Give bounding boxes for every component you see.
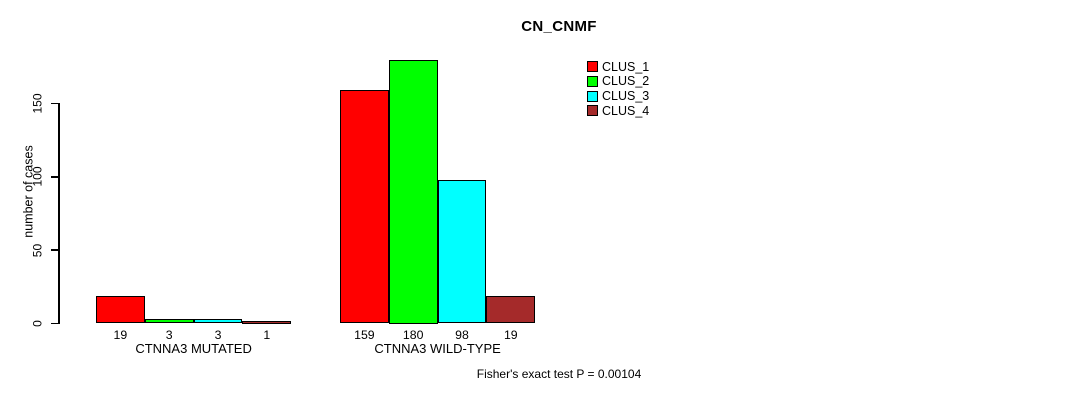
bar-value-label: 180 bbox=[402, 327, 424, 342]
bar-value-label: 19 bbox=[503, 327, 518, 342]
bar-value-label: 159 bbox=[354, 327, 375, 342]
bar-value-label: 19 bbox=[113, 327, 128, 342]
bar-value-label: 3 bbox=[165, 327, 173, 342]
legend-label-clus_4: CLUS_4 bbox=[602, 103, 650, 118]
legend-swatch-clus_2 bbox=[587, 75, 598, 87]
y-tick-label: 100 bbox=[30, 166, 45, 187]
bar-clus_3-mutated bbox=[193, 319, 243, 324]
y-axis-line bbox=[58, 103, 60, 324]
group-label: CTNNA3 MUTATED bbox=[135, 340, 252, 356]
fisher-test-note: Fisher's exact test P = 0.00104 bbox=[476, 367, 642, 381]
group-label: CTNNA3 WILD-TYPE bbox=[374, 340, 501, 356]
bar-clus_1-mutated bbox=[96, 295, 145, 324]
legend-label-clus_3: CLUS_3 bbox=[602, 89, 650, 104]
bar-clus_4-wild-type bbox=[486, 295, 536, 324]
legend-label-clus_1: CLUS_1 bbox=[602, 59, 650, 74]
y-tick-mark bbox=[50, 102, 58, 105]
y-tick-mark bbox=[50, 249, 58, 251]
y-tick-label: 150 bbox=[30, 93, 45, 114]
bar-clus_1-wild-type bbox=[340, 90, 389, 324]
chart-title: CN_CNMF bbox=[521, 18, 597, 35]
y-tick-label: 50 bbox=[30, 243, 45, 257]
y-tick-label: 0 bbox=[30, 320, 45, 327]
legend-swatch-clus_3 bbox=[587, 90, 598, 102]
y-tick-mark bbox=[50, 175, 58, 178]
bar-clus_2-mutated bbox=[144, 319, 194, 324]
y-tick-mark bbox=[50, 322, 58, 325]
bar-value-label: 1 bbox=[263, 327, 271, 342]
bar-clus_4-mutated bbox=[242, 321, 292, 324]
legend-swatch-clus_4 bbox=[587, 105, 598, 117]
legend-swatch-clus_1 bbox=[587, 61, 598, 72]
bar-value-label: 98 bbox=[455, 327, 469, 342]
bar-clus_3-wild-type bbox=[437, 179, 487, 324]
legend-label-clus_2: CLUS_2 bbox=[602, 74, 650, 89]
bar-value-label: 3 bbox=[214, 327, 222, 342]
bar-clus_2-wild-type bbox=[388, 59, 438, 324]
